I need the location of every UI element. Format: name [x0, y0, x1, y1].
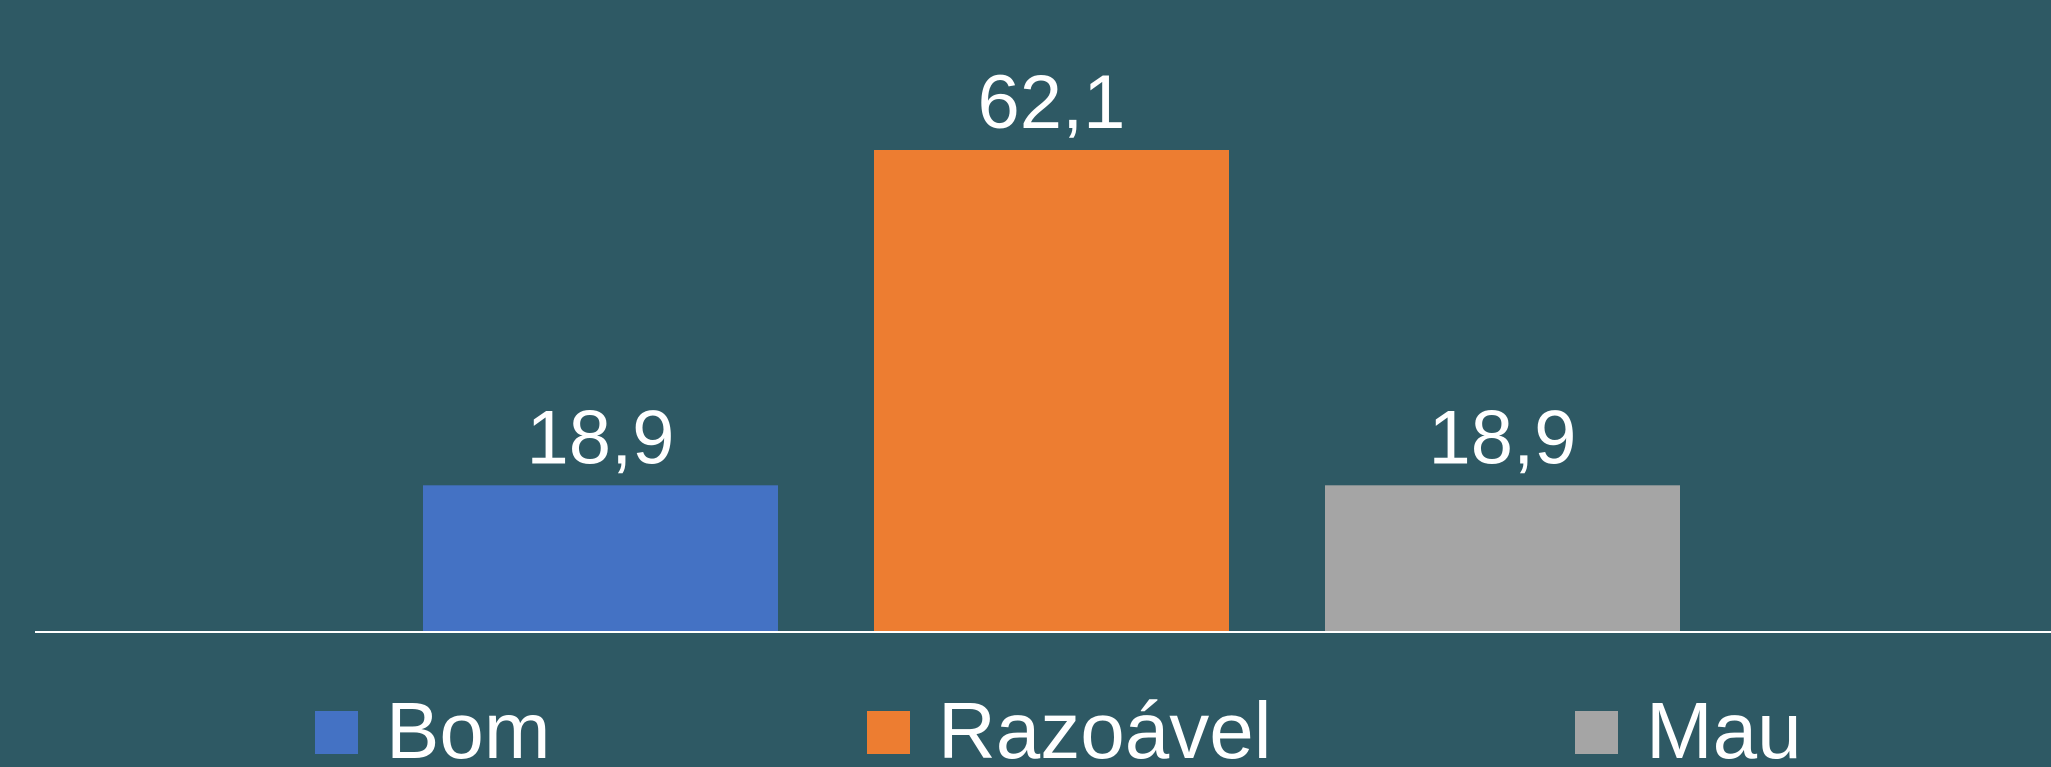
value-label: 18,9	[1429, 395, 1577, 480]
bar	[874, 150, 1229, 632]
legend-label: Razoável	[938, 686, 1272, 767]
legend-label: Mau	[1646, 686, 1802, 767]
legend-swatch	[867, 711, 910, 754]
value-label: 62,1	[978, 60, 1126, 145]
bar	[423, 485, 778, 632]
legend-swatch	[1575, 711, 1618, 754]
value-label: 18,9	[527, 395, 675, 480]
legend-swatch	[315, 711, 358, 754]
bar	[1325, 485, 1680, 632]
legend-label: Bom	[386, 686, 551, 767]
